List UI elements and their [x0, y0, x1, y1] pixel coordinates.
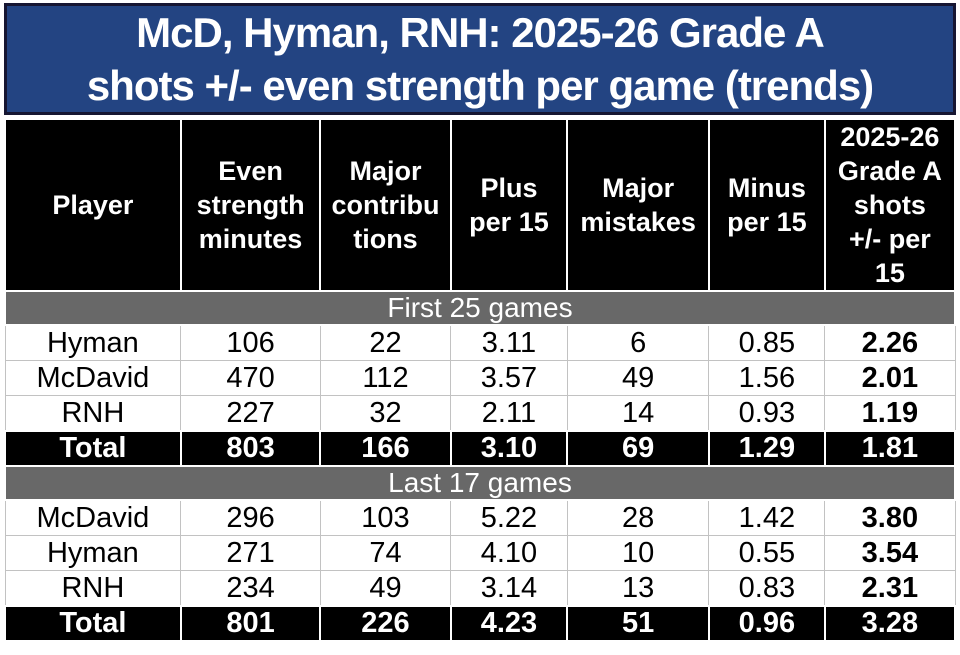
stat-value-cell: 226: [319, 605, 452, 642]
stat-value-cell: 22: [319, 324, 452, 361]
stat-value-cell: 0.83: [708, 570, 826, 607]
column-header-player: Player: [4, 118, 182, 292]
stat-value-cell: 0.93: [708, 395, 826, 432]
stat-value-cell: 2.31: [824, 570, 956, 607]
stat-value-cell: 0.85: [708, 324, 826, 361]
stat-value-cell: 3.54: [824, 535, 956, 571]
title-line-2: shots +/- even strength per game (trends…: [86, 62, 874, 109]
stat-value-cell: 106: [180, 324, 321, 361]
stat-value-cell: 271: [180, 535, 321, 571]
player-row: Hyman 106 22 3.11 6 0.85 2.26: [4, 324, 956, 361]
stat-value-cell: 28: [566, 499, 710, 536]
player-row: RNH 227 32 2.11 14 0.93 1.19: [4, 395, 956, 432]
stat-value-cell: 234: [180, 570, 321, 607]
player-name-cell: McDavid: [4, 499, 182, 536]
column-header-major-contributions: Major contribu tions: [319, 118, 452, 292]
stat-value-cell: 51: [566, 605, 710, 642]
title-line-1: McD, Hyman, RNH: 2025-26 Grade A: [136, 9, 825, 56]
stat-value-cell: 227: [180, 395, 321, 432]
column-header-major-mistakes: Major mistakes: [566, 118, 710, 292]
stat-value-cell: 13: [566, 570, 710, 607]
section-label: First 25 games: [4, 290, 956, 326]
player-name-cell: RNH: [4, 570, 182, 607]
total-label-cell: Total: [4, 605, 182, 642]
stat-value-cell: 4.23: [449, 605, 569, 642]
stat-value-cell: 14: [566, 395, 710, 432]
column-header-grade-a-per-15: 2025-26 Grade A shots +/- per 15: [823, 118, 957, 292]
stat-value-cell: 103: [319, 499, 452, 536]
stat-value-cell: 801: [179, 605, 322, 642]
stat-value-cell: 4.10: [450, 535, 568, 571]
stat-value-cell: 166: [319, 430, 452, 467]
stat-value-cell: 3.11: [450, 324, 568, 361]
stat-value-cell: 1.56: [708, 360, 826, 396]
table-header: Player Even strength minutes Major contr…: [4, 118, 957, 292]
stat-value-cell: 2.26: [824, 324, 956, 361]
stat-value-cell: 5.22: [450, 499, 568, 536]
player-name-cell: McDavid: [4, 360, 182, 396]
stat-value-cell: 74: [319, 535, 452, 571]
stat-value-cell: 1.42: [708, 499, 826, 536]
stat-value-cell: 69: [566, 430, 710, 467]
stat-value-cell: 3.14: [450, 570, 568, 607]
player-name-cell: Hyman: [4, 535, 182, 571]
page-title: McD, Hyman, RNH: 2025-26 Grade A shots +/…: [86, 6, 874, 112]
stat-value-cell: 49: [566, 360, 710, 396]
player-name-cell: RNH: [4, 395, 182, 432]
stat-value-cell: 3.10: [449, 430, 569, 467]
player-row: RNH 234 49 3.14 13 0.83 2.31: [4, 570, 956, 607]
stat-value-cell: 1.81: [823, 430, 957, 467]
total-row: Total 801 226 4.23 51 0.96 3.28: [4, 605, 957, 642]
stat-value-cell: 0.96: [707, 605, 826, 642]
player-name-cell: Hyman: [4, 324, 182, 361]
section-band-row: Last 17 games: [4, 465, 956, 501]
stat-value-cell: 296: [180, 499, 321, 536]
title-banner: McD, Hyman, RNH: 2025-26 Grade A shots +/…: [4, 3, 956, 115]
stat-value-cell: 803: [179, 430, 322, 467]
stat-value-cell: 470: [180, 360, 321, 396]
player-row: Hyman 271 74 4.10 10 0.55 3.54: [4, 535, 956, 571]
stat-value-cell: 3.80: [824, 499, 956, 536]
total-label-cell: Total: [4, 430, 182, 467]
total-row: Total 803 166 3.10 69 1.29 1.81: [4, 430, 957, 467]
stat-value-cell: 49: [319, 570, 452, 607]
stat-value-cell: 1.29: [707, 430, 826, 467]
stat-value-cell: 0.55: [708, 535, 826, 571]
player-row: McDavid 470 112 3.57 49 1.56 2.01: [4, 360, 956, 396]
stats-table: Player Even strength minutes Major contr…: [4, 118, 957, 642]
stat-value-cell: 112: [319, 360, 452, 396]
stat-value-cell: 2.11: [450, 395, 568, 432]
stat-value-cell: 6: [566, 324, 710, 361]
stat-value-cell: 3.28: [823, 605, 957, 642]
table-body: First 25 games Hyman 106 22 3.11 6 0.85 2.26 McD…: [4, 290, 957, 642]
column-header-plus-per-15: Plus per 15: [449, 118, 569, 292]
stat-value-cell: 32: [319, 395, 452, 432]
stat-value-cell: 1.19: [824, 395, 956, 432]
stat-value-cell: 10: [566, 535, 710, 571]
player-row: McDavid 296 103 5.22 28 1.42 3.80: [4, 499, 956, 536]
stat-value-cell: 3.57: [450, 360, 568, 396]
column-header-even-strength-minutes: Even strength minutes: [179, 118, 322, 292]
stat-value-cell: 2.01: [824, 360, 956, 396]
section-label: Last 17 games: [4, 465, 956, 501]
column-header-minus-per-15: Minus per 15: [707, 118, 826, 292]
header-row: Player Even strength minutes Major contr…: [4, 118, 957, 292]
section-band-row: First 25 games: [4, 290, 956, 326]
